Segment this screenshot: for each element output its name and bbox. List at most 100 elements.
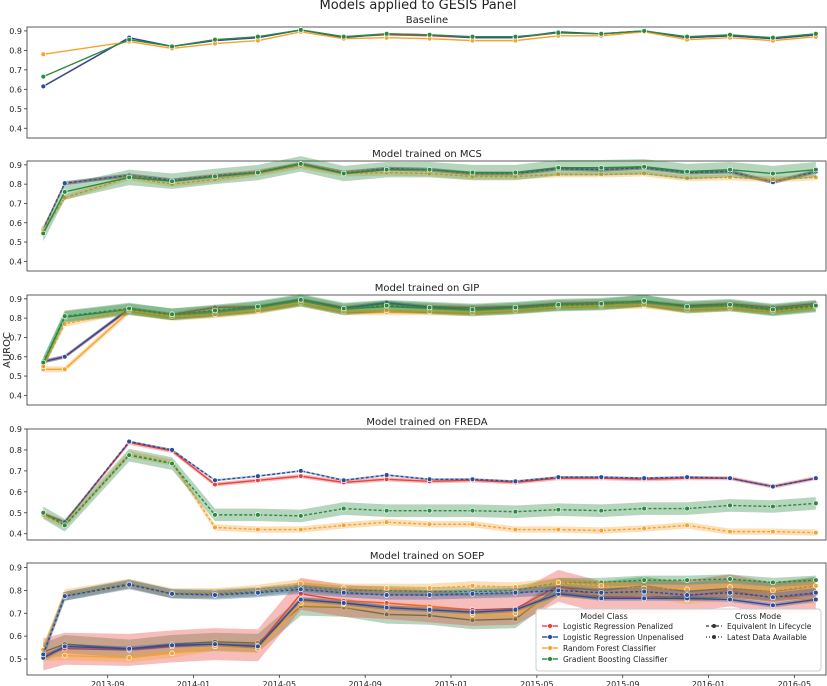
data-point — [813, 596, 819, 603]
legend-box — [535, 608, 822, 672]
data-point — [298, 580, 304, 587]
data-point — [770, 594, 776, 601]
panel-title: Model trained on FREDA — [366, 417, 487, 428]
data-point — [512, 584, 519, 590]
legend-label: Latest Data Available — [727, 633, 807, 642]
data-point — [169, 43, 175, 50]
data-point — [469, 306, 476, 313]
y-tick-label: 0.8 — [9, 46, 22, 55]
data-point — [426, 612, 433, 619]
data-point — [641, 164, 647, 170]
data-point — [169, 447, 175, 453]
data-point — [641, 475, 647, 481]
data-point — [62, 522, 68, 529]
data-point — [813, 475, 819, 481]
series-line — [43, 31, 816, 55]
data-point — [212, 641, 218, 647]
data-point — [62, 180, 68, 186]
data-point — [727, 174, 733, 181]
data-point — [598, 507, 604, 514]
data-point — [555, 171, 562, 178]
y-tick-label: 0.9 — [9, 27, 22, 36]
confidence-band — [43, 448, 816, 532]
x-tick-label: 2013-09 — [91, 680, 124, 686]
data-point — [469, 617, 476, 623]
data-point — [512, 304, 519, 311]
data-point — [340, 505, 347, 512]
data-point — [40, 83, 47, 90]
data-point — [813, 174, 819, 181]
data-point — [770, 579, 776, 586]
data-point — [62, 593, 68, 599]
x-tick-label: 2016-05 — [778, 680, 811, 686]
data-point — [469, 591, 476, 597]
data-point — [727, 589, 733, 596]
data-point — [813, 529, 819, 536]
data-point — [598, 527, 604, 534]
data-point — [383, 611, 390, 618]
y-tick-label: 0.6 — [9, 488, 22, 497]
data-point — [770, 602, 776, 609]
data-point — [169, 642, 175, 649]
data-point — [512, 616, 519, 622]
data-point — [641, 588, 647, 595]
panel-1: Model trained on MCS 0.4 0.5 0.6 0.7 0.8 0.9 — [9, 149, 827, 272]
data-point — [684, 592, 690, 598]
data-point — [255, 526, 261, 533]
legend-label: Logistic Regression Unpenalised — [563, 633, 684, 642]
data-point — [212, 36, 218, 43]
data-point — [727, 166, 733, 173]
series-line — [43, 29, 816, 78]
legend-label: Logistic Regression Penalized — [563, 622, 673, 631]
data-point — [340, 170, 347, 177]
data-point — [684, 474, 690, 480]
y-tick-label: 0.4 — [9, 391, 22, 400]
panel-title: Model trained on MCS — [372, 149, 482, 160]
data-point — [383, 507, 390, 514]
y-axis-label: AUROC — [2, 332, 13, 368]
data-point — [598, 165, 604, 171]
data-point — [169, 650, 175, 657]
data-point — [298, 27, 304, 33]
y-tick-label: 0.8 — [9, 586, 22, 595]
data-point — [770, 176, 776, 183]
y-tick-label: 0.4 — [9, 530, 22, 539]
y-tick-label: 0.6 — [9, 85, 22, 94]
data-point — [255, 303, 261, 310]
data-point — [684, 303, 690, 310]
data-point — [426, 304, 433, 311]
data-point — [598, 583, 604, 589]
data-point — [340, 589, 347, 596]
data-point — [40, 51, 47, 58]
y-tick-label: 0.8 — [9, 446, 22, 455]
data-point — [598, 589, 604, 596]
data-point — [255, 473, 261, 479]
data-point — [684, 168, 690, 175]
data-point — [298, 596, 304, 603]
data-point — [298, 513, 304, 519]
legend-title-cross-mode: Cross Mode — [735, 612, 781, 621]
x-tick-label: 2015-09 — [606, 680, 639, 686]
data-point — [169, 591, 175, 597]
y-tick-label: 0.8 — [9, 314, 22, 323]
data-point — [126, 305, 132, 312]
data-point — [684, 586, 690, 593]
data-point — [426, 521, 433, 528]
data-point — [641, 505, 647, 512]
data-point — [62, 652, 68, 659]
data-point — [62, 189, 68, 195]
data-point — [469, 33, 476, 40]
y-tick-label: 0.5 — [9, 105, 22, 114]
data-point — [383, 302, 390, 309]
data-point — [212, 512, 218, 518]
y-tick-label: 0.5 — [9, 509, 22, 518]
data-point — [126, 645, 132, 652]
y-tick-label: 0.5 — [9, 655, 22, 664]
data-point — [383, 585, 390, 591]
y-tick-label: 0.7 — [9, 66, 22, 75]
data-point — [62, 643, 68, 650]
data-point — [426, 32, 433, 38]
data-point — [383, 604, 390, 611]
data-point — [598, 31, 604, 37]
